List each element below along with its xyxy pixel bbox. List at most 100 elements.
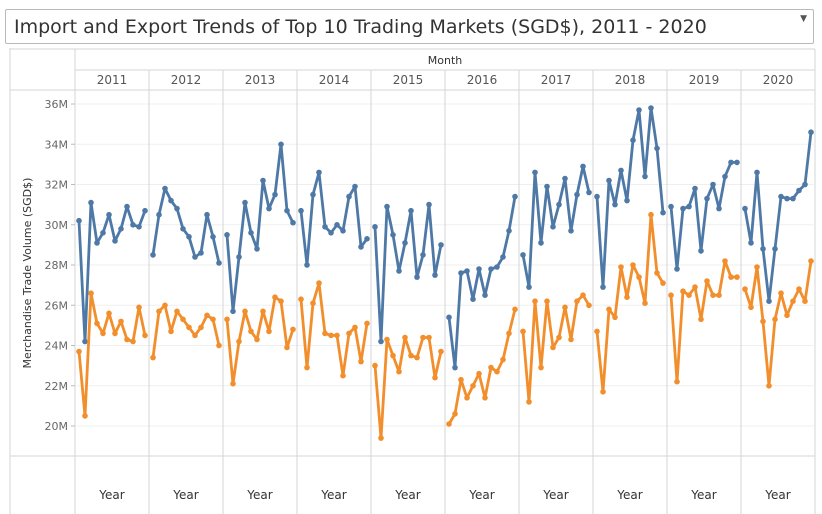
series-0-point[interactable] xyxy=(438,242,444,248)
series-0-point[interactable] xyxy=(224,232,230,238)
series-0-point[interactable] xyxy=(476,266,482,272)
series-1-point[interactable] xyxy=(538,364,544,371)
series-0-point[interactable] xyxy=(500,254,506,260)
series-1-point[interactable] xyxy=(408,352,414,359)
series-0-point[interactable] xyxy=(402,240,408,246)
series-1-point[interactable] xyxy=(716,292,722,299)
series-1-point[interactable] xyxy=(278,298,284,305)
series-1-point[interactable] xyxy=(550,344,556,351)
series-0-point[interactable] xyxy=(722,173,728,180)
series-1-point[interactable] xyxy=(808,258,814,264)
series-0-point[interactable] xyxy=(808,129,814,135)
series-1-point[interactable] xyxy=(476,370,482,377)
series-1-point[interactable] xyxy=(180,316,186,323)
series-1-point[interactable] xyxy=(452,411,458,417)
series-1-point[interactable] xyxy=(612,314,618,321)
series-1-point[interactable] xyxy=(698,316,704,323)
series-1-point[interactable] xyxy=(322,330,328,337)
series-1-point[interactable] xyxy=(796,286,802,292)
series-0-point[interactable] xyxy=(278,141,284,148)
series-0-point[interactable] xyxy=(680,205,686,212)
series-1-point[interactable] xyxy=(168,328,174,335)
series-0-point[interactable] xyxy=(600,284,606,290)
series-0-point[interactable] xyxy=(488,266,494,272)
series-0-point[interactable] xyxy=(642,173,648,180)
series-0-point[interactable] xyxy=(390,232,396,238)
series-1-point[interactable] xyxy=(630,262,636,268)
series-1-point[interactable] xyxy=(310,300,316,307)
series-1-point[interactable] xyxy=(304,364,310,371)
series-0-point[interactable] xyxy=(784,195,790,202)
series-1-point[interactable] xyxy=(298,296,304,303)
series-0-point[interactable] xyxy=(544,183,550,190)
series-1-point[interactable] xyxy=(378,435,384,441)
series-0-point[interactable] xyxy=(414,274,420,280)
series-1-point[interactable] xyxy=(216,342,222,349)
series-0-point[interactable] xyxy=(186,234,192,240)
series-1-point[interactable] xyxy=(358,358,364,365)
series-0-point[interactable] xyxy=(796,187,802,194)
series-0-point[interactable] xyxy=(778,193,784,200)
series-0-point[interactable] xyxy=(734,159,740,166)
series-1-point[interactable] xyxy=(586,302,592,309)
series-0-point[interactable] xyxy=(112,238,118,244)
series-0-point[interactable] xyxy=(192,254,198,260)
series-1-point[interactable] xyxy=(334,332,340,339)
series-0-point[interactable] xyxy=(76,217,82,224)
series-1-point[interactable] xyxy=(766,383,772,389)
series-1-point[interactable] xyxy=(260,308,266,315)
series-0-point[interactable] xyxy=(106,211,112,218)
series-1-point[interactable] xyxy=(106,310,112,317)
series-1-point[interactable] xyxy=(668,292,674,299)
series-1-point[interactable] xyxy=(162,302,168,309)
series-0-point[interactable] xyxy=(316,169,322,176)
series-1-point[interactable] xyxy=(100,330,106,337)
series-0-point[interactable] xyxy=(180,226,186,232)
series-0-point[interactable] xyxy=(100,230,106,236)
series-1-point[interactable] xyxy=(784,312,790,319)
series-1-point[interactable] xyxy=(464,395,470,401)
series-1-point[interactable] xyxy=(328,332,334,339)
series-0-point[interactable] xyxy=(612,201,618,208)
series-0-point[interactable] xyxy=(728,159,734,166)
series-0-point[interactable] xyxy=(742,205,748,212)
series-0-point[interactable] xyxy=(290,219,296,226)
series-0-point[interactable] xyxy=(790,195,796,202)
series-1-point[interactable] xyxy=(544,298,550,305)
series-0-point[interactable] xyxy=(586,189,592,196)
series-0-point[interactable] xyxy=(396,268,402,274)
series-0-point[interactable] xyxy=(408,207,414,214)
series-0-point[interactable] xyxy=(716,205,722,212)
chevron-down-icon[interactable]: ▼ xyxy=(800,14,807,24)
series-0-point[interactable] xyxy=(420,252,426,258)
series-0-point[interactable] xyxy=(378,338,384,345)
series-0-point[interactable] xyxy=(452,364,458,371)
series-0-point[interactable] xyxy=(384,203,390,210)
series-0-point[interactable] xyxy=(216,260,222,266)
series-0-point[interactable] xyxy=(322,224,328,230)
series-1-point[interactable] xyxy=(704,278,710,284)
series-0-point[interactable] xyxy=(340,228,346,234)
series-0-point[interactable] xyxy=(150,252,156,258)
series-1-point[interactable] xyxy=(236,338,242,345)
series-1-point[interactable] xyxy=(224,316,230,323)
series-1-point[interactable] xyxy=(136,304,142,311)
series-1-point[interactable] xyxy=(124,336,130,343)
series-0-point[interactable] xyxy=(88,199,94,206)
series-0-point[interactable] xyxy=(198,250,204,256)
series-1-point[interactable] xyxy=(512,306,518,313)
series-0-point[interactable] xyxy=(236,254,242,260)
series-0-point[interactable] xyxy=(464,268,470,274)
series-0-point[interactable] xyxy=(118,226,124,232)
series-1-point[interactable] xyxy=(748,304,754,311)
series-0-point[interactable] xyxy=(82,338,88,345)
series-0-point[interactable] xyxy=(426,201,432,208)
series-0-point[interactable] xyxy=(352,183,358,190)
series-1-point[interactable] xyxy=(556,334,562,341)
series-0-point[interactable] xyxy=(372,224,378,230)
series-1-point[interactable] xyxy=(402,334,408,341)
series-0-point[interactable] xyxy=(674,266,680,272)
series-0-point[interactable] xyxy=(654,145,660,152)
series-1-point[interactable] xyxy=(470,383,476,389)
series-0-point[interactable] xyxy=(204,211,210,218)
